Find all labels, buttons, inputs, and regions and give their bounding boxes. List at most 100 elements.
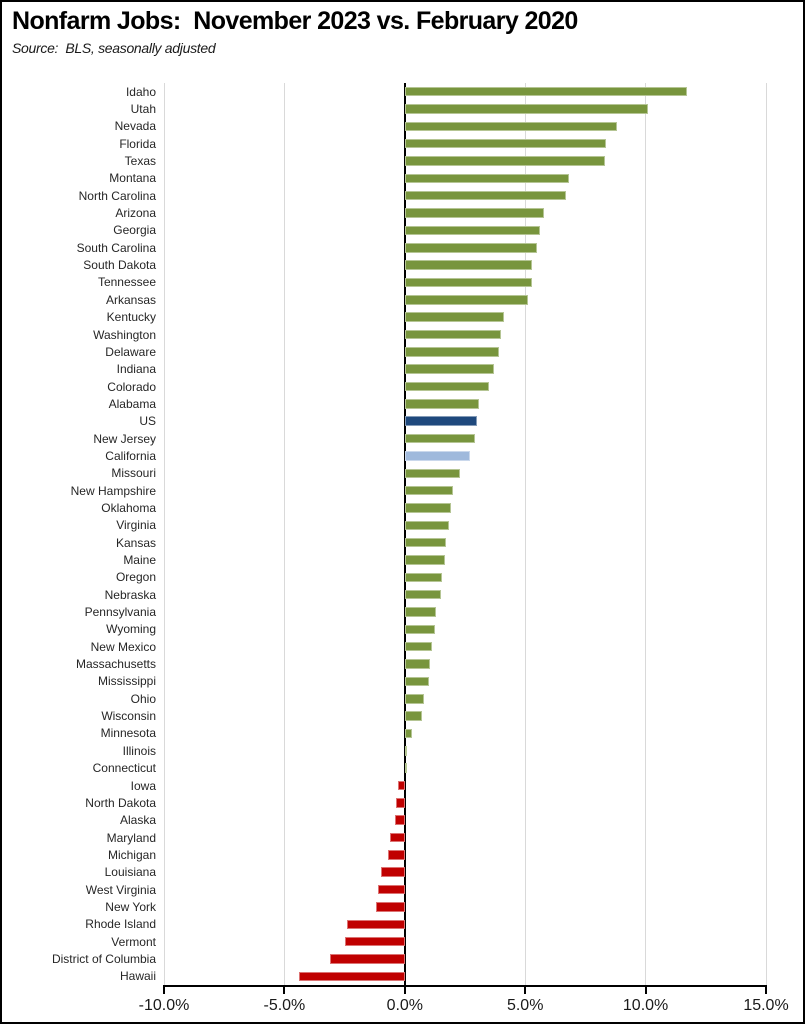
bar-missouri[interactable] (404, 468, 461, 479)
bar-ohio[interactable] (404, 694, 425, 704)
bar-hawaii[interactable] (298, 971, 405, 982)
bar-row (164, 586, 766, 603)
category-label: Indiana (116, 362, 156, 377)
category-label: Alaska (119, 813, 156, 828)
bar-row (164, 274, 766, 291)
bar-row (164, 673, 766, 690)
category-label: Colorado (107, 379, 156, 394)
bar-row (164, 898, 766, 915)
bar-south-carolina[interactable] (404, 243, 538, 253)
bar-district-of-columbia[interactable] (330, 954, 405, 964)
bar-montana[interactable] (404, 173, 569, 184)
bar-row (164, 534, 766, 551)
gridline (524, 83, 526, 985)
bar-oklahoma[interactable] (404, 503, 451, 513)
bar-nebraska[interactable] (404, 589, 441, 600)
bar-minnesota[interactable] (404, 728, 413, 739)
bar-row (164, 916, 766, 933)
bar-row (164, 343, 766, 360)
bar-new-york[interactable] (375, 902, 405, 912)
bar-georgia[interactable] (404, 225, 540, 236)
bar-wyoming[interactable] (404, 624, 435, 635)
x-axis-tick-label: 10.0% (622, 997, 669, 1014)
bar-tennessee[interactable] (404, 277, 533, 288)
bar-nevada[interactable] (404, 121, 617, 132)
bar-maryland[interactable] (390, 832, 405, 843)
category-label: Louisiana (104, 865, 156, 880)
category-label: Delaware (105, 344, 156, 359)
bar-virginia[interactable] (404, 520, 450, 531)
bar-iowa[interactable] (397, 780, 405, 791)
bar-michigan[interactable] (387, 850, 405, 860)
bar-row (164, 413, 766, 430)
bar-row (164, 204, 766, 221)
bar-indiana[interactable] (404, 364, 494, 374)
y-axis-category-labels: Idaho Utah Nevada Florida Texas Montana North … (4, 83, 156, 985)
bar-oregon[interactable] (404, 572, 443, 583)
bar-arkansas[interactable] (404, 295, 528, 305)
bar-row (164, 239, 766, 256)
bar-row (164, 742, 766, 759)
x-axis-tickmark (403, 985, 406, 994)
bar-mississippi[interactable] (404, 676, 429, 687)
bar-colorado[interactable] (404, 381, 490, 392)
bar-row (164, 170, 766, 187)
bar-louisiana[interactable] (380, 867, 405, 877)
bar-texas[interactable] (404, 156, 605, 166)
bar-idaho[interactable] (404, 86, 687, 97)
bar-massachusetts[interactable] (404, 659, 431, 669)
bar-illinois[interactable] (404, 746, 408, 756)
bar-row (164, 83, 766, 100)
x-axis-line (164, 985, 766, 987)
bar-north-dakota[interactable] (396, 798, 405, 808)
category-label: Utah (130, 102, 156, 117)
bar-north-carolina[interactable] (404, 190, 567, 201)
bar-arizona[interactable] (404, 208, 545, 218)
category-label: Ohio (130, 691, 156, 706)
bar-kansas[interactable] (404, 537, 446, 548)
bar-florida[interactable] (404, 138, 606, 149)
bar-alaska[interactable] (395, 815, 405, 825)
category-label: New Jersey (93, 431, 156, 446)
category-label: Iowa (130, 778, 156, 793)
gridline (765, 83, 767, 985)
bar-vermont[interactable] (344, 936, 405, 947)
bar-us[interactable] (404, 416, 478, 426)
bar-series (164, 83, 766, 985)
bar-new-hampshire[interactable] (404, 485, 453, 496)
bar-row (164, 603, 766, 620)
chart-title: Nonfarm Jobs: November 2023 vs. February… (12, 7, 578, 35)
x-axis-tick-label: 15.0% (743, 997, 789, 1014)
bar-row (164, 326, 766, 343)
bar-row (164, 378, 766, 395)
bar-rhode-island[interactable] (347, 919, 405, 930)
bar-south-dakota[interactable] (404, 260, 533, 270)
category-label: Kentucky (106, 310, 156, 325)
bar-delaware[interactable] (404, 347, 499, 357)
bar-row (164, 968, 766, 985)
bar-maine[interactable] (404, 555, 445, 565)
category-label: Arkansas (105, 292, 156, 307)
bar-row (164, 118, 766, 135)
bar-west-virginia[interactable] (378, 884, 405, 895)
bar-new-mexico[interactable] (404, 641, 433, 652)
bar-alabama[interactable] (404, 399, 480, 409)
bar-row (164, 829, 766, 846)
zero-baseline (403, 83, 406, 985)
bar-connecticut[interactable] (404, 763, 407, 773)
bar-new-jersey[interactable] (404, 433, 475, 444)
gridline (283, 83, 285, 985)
bar-pennsylvania[interactable] (404, 607, 437, 617)
category-label: South Carolina (76, 240, 156, 255)
bar-kentucky[interactable] (404, 312, 504, 322)
bar-row (164, 291, 766, 308)
bar-row (164, 152, 766, 169)
bar-row (164, 517, 766, 534)
category-label: North Dakota (85, 795, 156, 810)
bar-utah[interactable] (404, 104, 648, 114)
bar-washington[interactable] (404, 329, 502, 340)
bar-california[interactable] (404, 451, 470, 461)
x-axis-tick-label: -5.0% (263, 997, 306, 1014)
bar-wisconsin[interactable] (404, 711, 422, 721)
